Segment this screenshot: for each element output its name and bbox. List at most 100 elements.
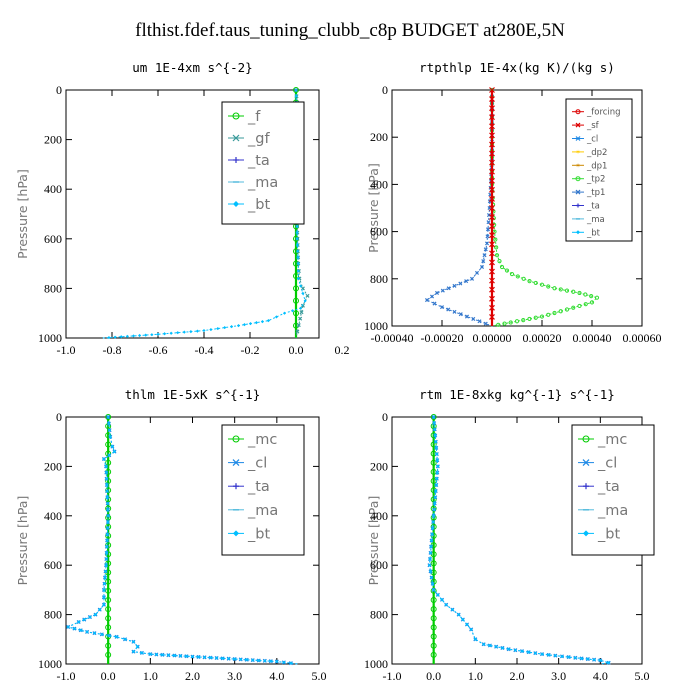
data-point	[113, 335, 117, 339]
data-point	[299, 306, 303, 310]
data-point	[106, 514, 110, 518]
data-point	[483, 321, 488, 326]
data-point	[489, 223, 495, 230]
data-point	[579, 656, 584, 661]
data-point	[233, 657, 237, 661]
data-point	[293, 285, 299, 292]
data-point	[182, 330, 186, 334]
data-point	[112, 449, 117, 454]
legend: _f _gf _ta _ma _bt	[221, 101, 305, 225]
data-point	[263, 659, 267, 663]
y-tick-label: 800	[370, 608, 388, 622]
data-point	[432, 415, 436, 419]
data-point	[66, 625, 70, 629]
data-point	[508, 320, 513, 325]
data-point	[489, 195, 495, 202]
data-point	[577, 303, 582, 309]
data-point	[547, 653, 551, 657]
x-tick-label: -0.00040	[371, 331, 414, 345]
data-point	[430, 606, 437, 613]
series-line-tp2	[491, 90, 598, 327]
legend-marker	[575, 176, 581, 182]
data-point	[104, 557, 108, 561]
data-point	[239, 657, 243, 662]
data-point	[195, 329, 200, 333]
data-point	[527, 650, 531, 654]
legend-marker	[575, 109, 581, 115]
data-point	[282, 311, 287, 315]
data-point	[433, 433, 437, 438]
data-point	[573, 656, 577, 660]
data-point	[223, 325, 227, 330]
data-point	[105, 596, 112, 603]
data-point	[435, 458, 439, 462]
x-tick-label: -0.8	[103, 343, 122, 357]
legend-marker	[232, 112, 240, 120]
data-point	[107, 335, 111, 340]
legend-marker	[232, 134, 240, 142]
data-point	[436, 593, 440, 597]
data-point	[533, 651, 537, 655]
x-tick-label: 0.00000	[473, 331, 512, 345]
x-tick-label: 0.00060	[623, 331, 662, 345]
data-point	[464, 314, 470, 319]
data-point	[440, 288, 445, 293]
x-tick-label: -1.0	[57, 343, 76, 357]
data-point	[485, 234, 490, 239]
data-point	[489, 87, 495, 93]
data-point	[552, 310, 557, 316]
data-point	[515, 274, 520, 279]
data-point	[433, 501, 437, 506]
data-point	[260, 320, 265, 324]
legend-label: _ma	[597, 503, 628, 519]
data-point	[494, 245, 499, 250]
data-point	[296, 249, 300, 253]
data-point	[553, 654, 557, 658]
data-point	[295, 237, 299, 241]
data-point	[245, 658, 249, 662]
panel-title: rtm 1E-8xkg kg^{-1} s^{-1}	[419, 387, 615, 402]
data-point	[489, 232, 495, 239]
data-point	[489, 96, 495, 103]
x-tick-label: 5.0	[635, 669, 650, 683]
data-point	[497, 259, 502, 264]
data-point	[439, 305, 445, 310]
legend-marker	[583, 530, 589, 537]
data-point	[296, 323, 301, 328]
y-tick-label: 0	[56, 83, 62, 97]
data-point	[493, 237, 498, 242]
data-point	[424, 298, 430, 303]
data-point	[102, 603, 106, 607]
data-point	[209, 327, 213, 332]
data-point	[558, 287, 563, 292]
data-point	[104, 563, 108, 567]
data-point	[92, 631, 97, 635]
data-point	[428, 569, 433, 573]
panel-4: rtm 1E-8xkg kg^{-1} s^{-1} Pressure [hPa]…	[364, 387, 655, 683]
data-point	[428, 551, 433, 555]
data-point	[144, 333, 148, 337]
data-point	[274, 315, 279, 319]
data-point	[483, 247, 488, 252]
data-point	[119, 335, 123, 339]
data-point	[295, 231, 299, 235]
data-point	[196, 655, 201, 659]
legend-label: _forcing	[586, 108, 621, 118]
page-title: flthist.fdef.taus_tuning_clubb_c8p BUDGE…	[135, 20, 565, 41]
legend-label: _tp2	[586, 175, 605, 185]
data-point	[430, 560, 437, 567]
legend-label: _sf	[586, 121, 600, 131]
data-point	[293, 297, 299, 304]
data-point	[227, 657, 231, 661]
y-tick-label: 400	[44, 509, 62, 523]
data-point	[489, 250, 495, 257]
data-point	[295, 329, 300, 334]
data-point	[93, 613, 98, 617]
data-point	[489, 123, 495, 130]
data-point	[489, 241, 495, 248]
data-point	[166, 653, 171, 657]
data-point	[434, 446, 438, 450]
data-point	[533, 315, 538, 320]
data-point	[436, 464, 440, 468]
data-point	[486, 220, 491, 225]
